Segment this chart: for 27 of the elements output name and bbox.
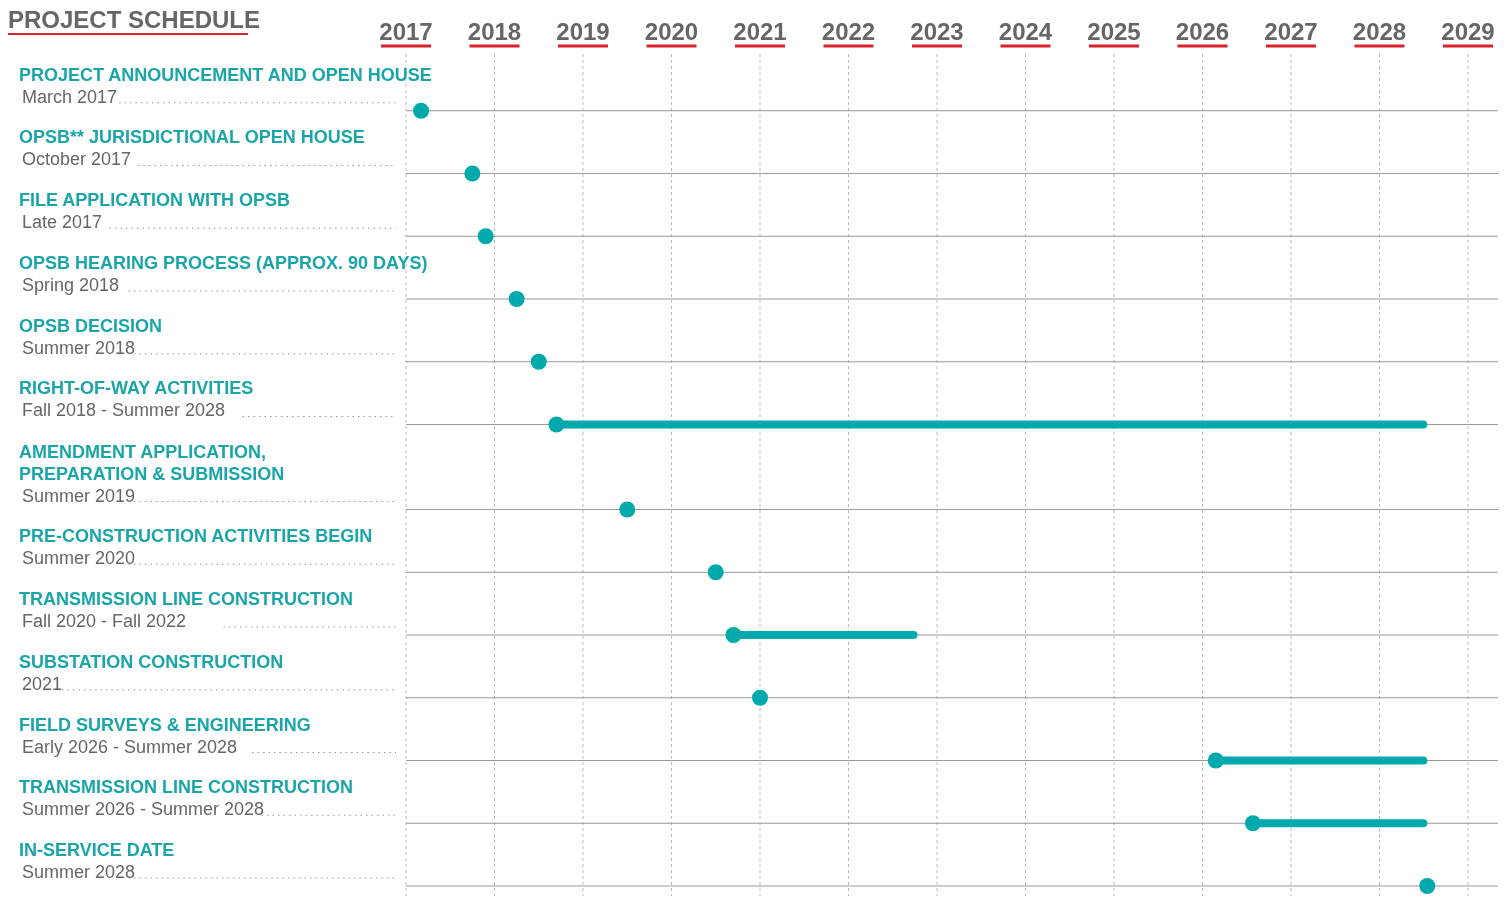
- x-tick-label: 2018: [467, 18, 522, 45]
- x-tick-label: 2025: [1087, 18, 1141, 45]
- y-tick-label: IN-SERVICE DATE Summer 2028: [19, 840, 175, 882]
- y-tick-label: FILE APPLICATION WITH OPSB Late 2017: [19, 190, 290, 233]
- x-tick-label: 2029: [1441, 18, 1495, 45]
- y-tick-label: RIGHT-OF-WAY ACTIVITIES Fall 2018 - Summer 2028: [19, 378, 254, 421]
- x-tick-label: 2019: [556, 18, 610, 45]
- y-tick-label: PROJECT ANNOUNCEMENT AND OPEN HOUSE March 2017: [19, 64, 432, 107]
- x-tick-label: 2017: [379, 18, 433, 45]
- x-tick-label: 2022: [821, 18, 876, 45]
- y-tick-label: TRANSMISSION LINE CONSTRUCTION Fall 2020 - Fall 2022: [19, 589, 354, 631]
- x-tick-label: 2021: [733, 18, 787, 45]
- x-tick-label: 2024: [998, 18, 1053, 45]
- x-tick-label: 2020: [644, 18, 699, 45]
- x-tick-label: 2026: [1175, 18, 1230, 45]
- y-tick-label: AMENDMENT APPLICATION, PREPARATION & SUBMISSION Summer 2019: [19, 441, 285, 506]
- x-tick-label: 2023: [910, 18, 964, 45]
- x-tick-label: 2028: [1352, 18, 1407, 45]
- text: PROJECT SCHEDULE: [8, 6, 261, 33]
- y-tick-label: OPSB** JURISDICTIONAL OPEN HOUSE October 2017: [19, 127, 365, 170]
- y-tick-label: OPSB DECISION Summer 2018: [19, 315, 163, 358]
- y-tick-label: TRANSMISSION LINE CONSTRUCTION Summer 2026 - Summer 2028: [19, 777, 354, 820]
- x-tick-label: 2027: [1264, 18, 1318, 45]
- y-tick-label: SUBSTATION CONSTRUCTION 2021: [19, 651, 284, 694]
- y-tick-label: PRE-CONSTRUCTION ACTIVITIES BEGIN Summer 2020: [19, 526, 373, 569]
- y-tick-label: FIELD SURVEYS & ENGINEERING Early 2026 - Summer 2028: [19, 714, 311, 757]
- y-tick-label: OPSB HEARING PROCESS (APPROX. 90 DAYS) Spring 2018: [19, 253, 428, 295]
